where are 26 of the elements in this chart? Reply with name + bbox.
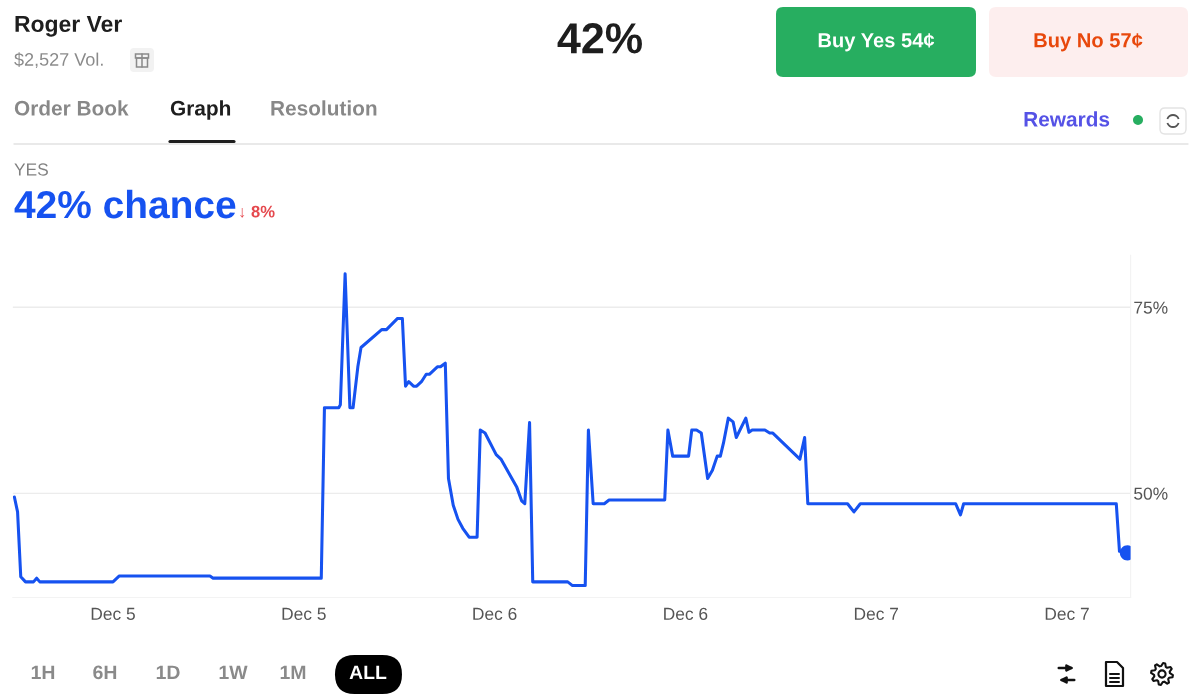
text: Rewards bbox=[1024, 111, 1110, 127]
y-tick-label: 50% bbox=[1134, 487, 1168, 500]
text: 42% chance bbox=[14, 189, 236, 219]
text: Buy No 57¢ bbox=[1034, 33, 1143, 52]
text: 1H bbox=[31, 665, 55, 680]
text: ↓ 8% bbox=[240, 205, 275, 218]
x-tick-label: Dec 7 bbox=[1045, 607, 1089, 620]
text: 1M bbox=[280, 665, 306, 680]
chart-title: Roger Ver bbox=[15, 16, 122, 37]
text: 6H bbox=[93, 665, 117, 680]
x-tick-label: Dec 5 bbox=[282, 607, 326, 620]
text: Buy Yes 54¢ bbox=[818, 33, 935, 52]
chart-subtitle: $2,527 Vol. bbox=[14, 52, 103, 68]
x-tick-label: Dec 5 bbox=[91, 607, 135, 620]
text: YES bbox=[14, 163, 48, 176]
text: Resolution bbox=[271, 100, 377, 116]
x-tick-label: Dec 6 bbox=[473, 607, 517, 620]
text: Order Book bbox=[14, 100, 129, 116]
x-tick-label: Dec 6 bbox=[664, 607, 708, 620]
y-tick-label: 75% bbox=[1134, 301, 1168, 314]
text: 1D bbox=[156, 665, 180, 680]
text: ALL bbox=[349, 665, 387, 680]
text: Graph bbox=[170, 100, 231, 120]
text: 1W bbox=[219, 665, 248, 680]
x-tick-label: Dec 7 bbox=[854, 607, 898, 620]
text: 42% bbox=[557, 23, 642, 54]
